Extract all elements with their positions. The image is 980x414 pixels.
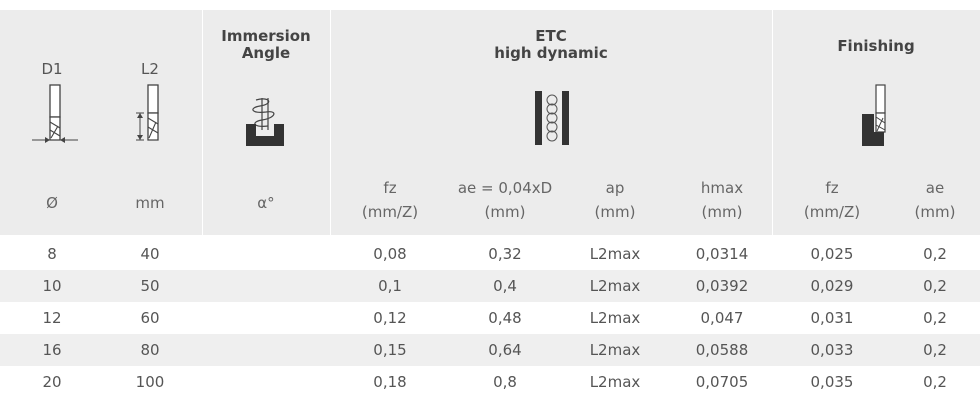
header-etc-fz-unit: (mm/Z) xyxy=(361,203,419,221)
header-d1-title: D1 xyxy=(41,60,63,78)
finishing-icon xyxy=(862,84,886,146)
cell-ae: 0,32 xyxy=(488,245,522,263)
cell-fz: 0,1 xyxy=(378,277,402,295)
cell-l2: 50 xyxy=(140,277,160,295)
cell-ae: 0,8 xyxy=(493,373,517,391)
header-d1-unit: Ø xyxy=(46,194,58,212)
table-header xyxy=(0,10,980,235)
table-row: 16 80 0,15 0,64 L2max 0,0588 0,033 0,2 xyxy=(0,334,980,366)
cell-finishing-fz: 0,035 xyxy=(810,373,854,391)
cell-ap: L2max xyxy=(589,245,641,263)
cell-finishing-fz: 0,029 xyxy=(810,277,854,295)
cell-d1: 8 xyxy=(47,245,57,263)
cell-ap: L2max xyxy=(589,309,641,327)
table-row: 12 60 0,12 0,48 L2max 0,047 0,031 0,2 xyxy=(0,302,980,334)
cell-ae: 0,48 xyxy=(488,309,522,327)
cell-d1: 10 xyxy=(42,277,62,295)
cell-ae: 0,64 xyxy=(488,341,522,359)
cell-l2: 40 xyxy=(140,245,160,263)
header-l2-unit: mm xyxy=(135,194,165,212)
immersion-angle-icon xyxy=(246,98,284,146)
header-etc-ap-unit: (mm) xyxy=(594,203,636,221)
header-immersion-title-1: Immersion xyxy=(221,27,311,45)
column-divider xyxy=(772,10,773,235)
cell-finishing-ae: 0,2 xyxy=(923,341,947,359)
header-etc-ae-unit: (mm) xyxy=(484,203,526,221)
cell-ae: 0,4 xyxy=(493,277,517,295)
header-finishing-ae-unit: (mm) xyxy=(914,203,956,221)
cell-finishing-ae: 0,2 xyxy=(923,309,947,327)
header-etc-hmax-unit: (mm) xyxy=(701,203,743,221)
table-row: 10 50 0,1 0,4 L2max 0,0392 0,029 0,2 xyxy=(0,270,980,302)
cell-fz: 0,12 xyxy=(373,309,407,327)
cell-l2: 100 xyxy=(135,373,165,391)
header-immersion-unit: α° xyxy=(257,194,275,212)
header-etc-title-2: high dynamic xyxy=(494,44,608,62)
header-immersion-title-2: Angle xyxy=(241,44,291,62)
header-finishing-ae-label: ae xyxy=(925,179,945,197)
cell-fz: 0,08 xyxy=(373,245,407,263)
end-mill-diameter-icon xyxy=(32,84,78,143)
header-etc-fz-label: fz xyxy=(383,179,397,197)
cell-finishing-ae: 0,2 xyxy=(923,373,947,391)
cell-ap: L2max xyxy=(589,373,641,391)
header-finishing-title: Finishing xyxy=(837,37,915,55)
cell-ap: L2max xyxy=(589,341,641,359)
cell-d1: 16 xyxy=(42,341,62,359)
cell-hmax: 0,0588 xyxy=(695,341,749,359)
header-etc-title-1: ETC xyxy=(535,27,567,45)
cell-d1: 12 xyxy=(42,309,62,327)
header-finishing-fz-unit: (mm/Z) xyxy=(803,203,861,221)
cell-ap: L2max xyxy=(589,277,641,295)
header-etc-hmax-label: hmax xyxy=(700,179,744,197)
header-etc-ae-label: ae = 0,04xD xyxy=(457,179,553,197)
table-row: 8 40 0,08 0,32 L2max 0,0314 0,025 0,2 xyxy=(0,238,980,270)
cell-finishing-ae: 0,2 xyxy=(923,245,947,263)
cell-fz: 0,15 xyxy=(373,341,407,359)
etc-dynamic-milling-icon xyxy=(535,91,569,145)
column-divider xyxy=(330,10,331,235)
cell-hmax: 0,0392 xyxy=(695,277,749,295)
cell-finishing-fz: 0,025 xyxy=(810,245,854,263)
cell-finishing-fz: 0,031 xyxy=(810,309,854,327)
cell-l2: 80 xyxy=(140,341,160,359)
table-row: 20 100 0,18 0,8 L2max 0,0705 0,035 0,2 xyxy=(0,366,980,398)
header-etc-ap-label: ap xyxy=(605,179,625,197)
cell-d1: 20 xyxy=(42,373,62,391)
cell-finishing-ae: 0,2 xyxy=(923,277,947,295)
header-l2-title: L2 xyxy=(141,60,159,78)
cell-l2: 60 xyxy=(140,309,160,327)
column-divider xyxy=(202,10,203,235)
header-finishing-fz-label: fz xyxy=(825,179,839,197)
end-mill-length-icon xyxy=(136,84,159,141)
cell-finishing-fz: 0,033 xyxy=(810,341,854,359)
cell-hmax: 0,0705 xyxy=(695,373,749,391)
cell-fz: 0,18 xyxy=(373,373,407,391)
cell-hmax: 0,047 xyxy=(700,309,744,327)
cell-hmax: 0,0314 xyxy=(695,245,749,263)
